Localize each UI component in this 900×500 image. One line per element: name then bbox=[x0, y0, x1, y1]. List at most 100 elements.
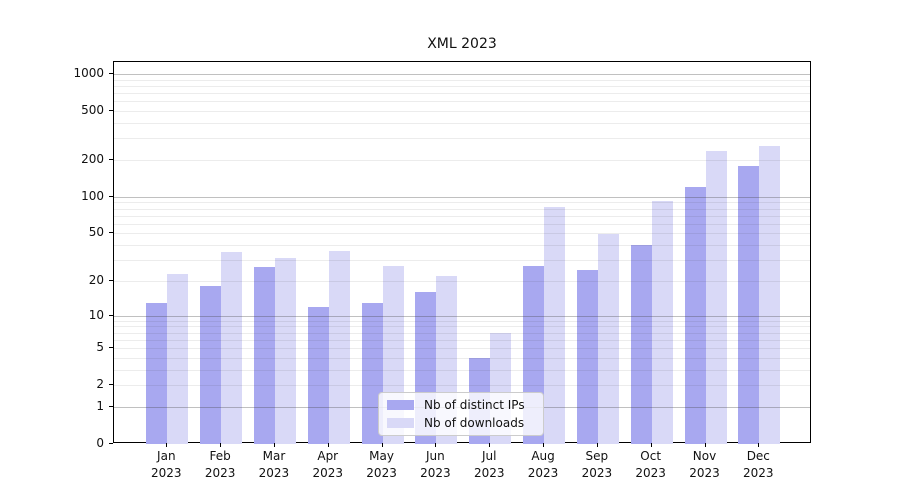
y-tick-label: 10 bbox=[88, 307, 104, 322]
bar-downloads bbox=[221, 252, 243, 444]
gridline bbox=[114, 315, 810, 317]
gridline bbox=[114, 385, 810, 387]
bar-downloads bbox=[705, 151, 727, 444]
x-tick-mark bbox=[273, 443, 275, 447]
y-tick-label: 1000 bbox=[73, 66, 104, 80]
gridline bbox=[114, 260, 810, 262]
y-tick-label: 0 bbox=[96, 436, 104, 450]
y-tick-mark bbox=[109, 232, 113, 234]
gridline bbox=[114, 122, 810, 124]
y-tick-mark bbox=[109, 347, 113, 349]
x-tick-label: May 2023 bbox=[366, 449, 397, 480]
gridline bbox=[114, 233, 810, 235]
gridline bbox=[114, 159, 810, 161]
y-tick-label: 1 bbox=[96, 398, 104, 413]
bar-downloads bbox=[274, 258, 296, 444]
bar-distinct-ips bbox=[738, 165, 760, 444]
x-tick-mark bbox=[596, 443, 598, 447]
legend-row: Nb of downloads bbox=[387, 416, 535, 430]
y-tick-label: 100 bbox=[81, 188, 104, 203]
plot-area bbox=[113, 61, 811, 444]
x-tick-mark bbox=[758, 443, 760, 447]
bar-distinct-ips bbox=[576, 269, 598, 444]
y-tick-mark bbox=[109, 384, 113, 386]
gridline bbox=[114, 348, 810, 350]
y-tick-label: 5 bbox=[96, 340, 104, 355]
x-tick-mark bbox=[220, 443, 222, 447]
x-tick-label: Nov 2023 bbox=[689, 449, 720, 480]
bar-downloads bbox=[759, 145, 781, 444]
y-tick-label: 500 bbox=[81, 103, 104, 118]
legend-label: Nb of distinct IPs bbox=[424, 398, 525, 412]
bar-downloads bbox=[544, 206, 566, 444]
x-tick-label: Jan 2023 bbox=[151, 449, 182, 480]
y-tick-label: 50 bbox=[88, 225, 104, 240]
chart-title: XML 2023 bbox=[427, 36, 497, 52]
y-tick-label: 20 bbox=[88, 272, 104, 287]
x-tick-mark bbox=[650, 443, 652, 447]
bar-downloads bbox=[167, 273, 189, 444]
bar-downloads bbox=[651, 200, 673, 444]
gridline bbox=[114, 93, 810, 95]
x-tick-mark bbox=[435, 443, 437, 447]
gridline bbox=[114, 85, 810, 87]
gridline bbox=[114, 79, 810, 81]
legend-swatch-distinct-ips bbox=[387, 400, 414, 410]
legend-swatch-downloads bbox=[387, 418, 414, 428]
bar-downloads bbox=[328, 250, 350, 444]
gridline bbox=[114, 320, 810, 322]
gridline bbox=[114, 280, 810, 282]
gridline bbox=[114, 339, 810, 341]
x-tick-mark bbox=[704, 443, 706, 447]
gridline bbox=[114, 202, 810, 204]
gridline bbox=[114, 357, 810, 359]
x-tick-mark bbox=[489, 443, 491, 447]
gridline bbox=[114, 196, 810, 198]
x-tick-label: Jun 2023 bbox=[420, 449, 451, 480]
x-tick-label: Feb 2023 bbox=[204, 449, 236, 480]
bar-distinct-ips bbox=[146, 302, 168, 444]
y-tick-label: 200 bbox=[81, 151, 104, 166]
gridline bbox=[114, 223, 810, 225]
y-tick-mark bbox=[109, 279, 113, 281]
gridline bbox=[114, 138, 810, 140]
x-tick-label: Apr 2023 bbox=[312, 449, 344, 480]
y-tick-mark bbox=[109, 110, 113, 112]
y-tick-mark bbox=[109, 405, 113, 407]
gridline bbox=[114, 208, 810, 210]
gridline bbox=[114, 332, 810, 334]
x-tick-mark bbox=[543, 443, 545, 447]
bar-distinct-ips bbox=[200, 286, 222, 444]
bar-distinct-ips bbox=[361, 302, 383, 444]
gridline bbox=[114, 74, 810, 75]
gridline bbox=[114, 326, 810, 328]
y-tick-mark bbox=[109, 73, 113, 74]
x-tick-label: Dec 2023 bbox=[743, 449, 774, 480]
y-tick-label: 2 bbox=[96, 377, 104, 392]
x-tick-label: Sep 2023 bbox=[581, 449, 613, 480]
x-tick-label: Oct 2023 bbox=[635, 449, 666, 480]
x-tick-mark bbox=[381, 443, 383, 447]
bar-distinct-ips bbox=[630, 245, 652, 444]
x-tick-mark bbox=[166, 443, 168, 447]
legend-row: Nb of distinct IPs bbox=[387, 398, 535, 412]
x-tick-label: Jul 2023 bbox=[473, 449, 505, 480]
gridline bbox=[114, 245, 810, 247]
gridline bbox=[114, 369, 810, 371]
y-tick-mark bbox=[109, 195, 113, 197]
x-tick-label: Mar 2023 bbox=[258, 449, 290, 480]
x-tick-mark bbox=[327, 443, 329, 447]
y-tick-mark bbox=[109, 158, 113, 160]
bar-distinct-ips bbox=[684, 187, 706, 444]
legend: Nb of distinct IPs Nb of downloads bbox=[378, 392, 544, 436]
bar-downloads bbox=[597, 234, 619, 444]
legend-label: Nb of downloads bbox=[424, 416, 525, 430]
bar-distinct-ips bbox=[307, 306, 329, 444]
gridline bbox=[114, 111, 810, 113]
y-tick-mark bbox=[109, 314, 113, 316]
bar-distinct-ips bbox=[253, 267, 275, 444]
x-tick-label: Aug 2023 bbox=[527, 449, 559, 480]
gridline bbox=[114, 215, 810, 217]
y-tick-mark bbox=[109, 443, 113, 444]
